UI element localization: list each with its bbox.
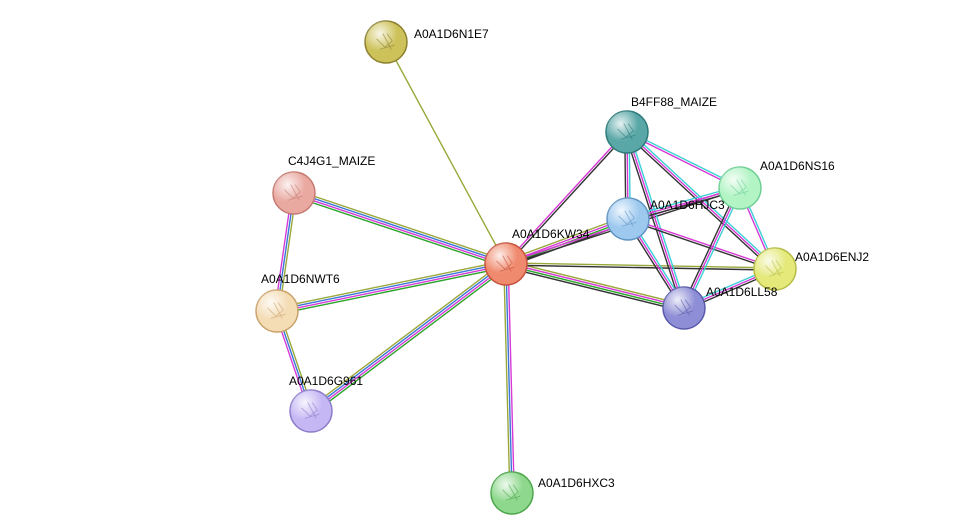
edge[interactable]	[294, 192, 506, 263]
node-highlight	[256, 290, 298, 332]
node-highlight	[485, 243, 527, 285]
node-label: A0A1D6ENJ2	[795, 250, 869, 264]
network-node[interactable]	[663, 287, 705, 329]
edge[interactable]	[628, 218, 775, 268]
network-node[interactable]	[754, 248, 796, 290]
network-node[interactable]	[485, 243, 527, 285]
node-label: A0A1D6NS16	[760, 159, 835, 173]
node-highlight	[719, 167, 761, 209]
node-label: A0A1D6N1E7	[414, 27, 489, 41]
edge[interactable]	[293, 196, 505, 267]
network-diagram: A0A1D6N1E7 B4FF88_MAIZE A0A1D6NS16 C4J4G1_M…	[0, 0, 975, 530]
network-node[interactable]	[273, 172, 315, 214]
node-label: A0A1D6NWT6	[261, 272, 340, 286]
network-node[interactable]	[491, 472, 533, 514]
network-node[interactable]	[365, 21, 407, 63]
network-node[interactable]	[290, 390, 332, 432]
network-node[interactable]	[256, 290, 298, 332]
network-node[interactable]	[719, 167, 761, 209]
node-highlight	[491, 472, 533, 514]
network-node[interactable]	[607, 198, 649, 240]
edge[interactable]	[505, 267, 683, 311]
node-highlight	[607, 198, 649, 240]
node-label: A0A1D6HXC3	[538, 476, 615, 490]
node-highlight	[754, 248, 796, 290]
nodes-layer	[256, 21, 796, 514]
edge[interactable]	[295, 190, 507, 261]
edge[interactable]	[506, 265, 684, 309]
edge[interactable]	[313, 267, 508, 414]
node-highlight	[663, 287, 705, 329]
network-node[interactable]	[606, 111, 648, 153]
node-label: C4J4G1_MAIZE	[288, 154, 375, 168]
node-label: B4FF88_MAIZE	[631, 95, 717, 109]
edge[interactable]	[276, 261, 505, 308]
node-highlight	[290, 390, 332, 432]
node-highlight	[273, 172, 315, 214]
node-highlight	[606, 111, 648, 153]
node-highlight	[365, 21, 407, 63]
